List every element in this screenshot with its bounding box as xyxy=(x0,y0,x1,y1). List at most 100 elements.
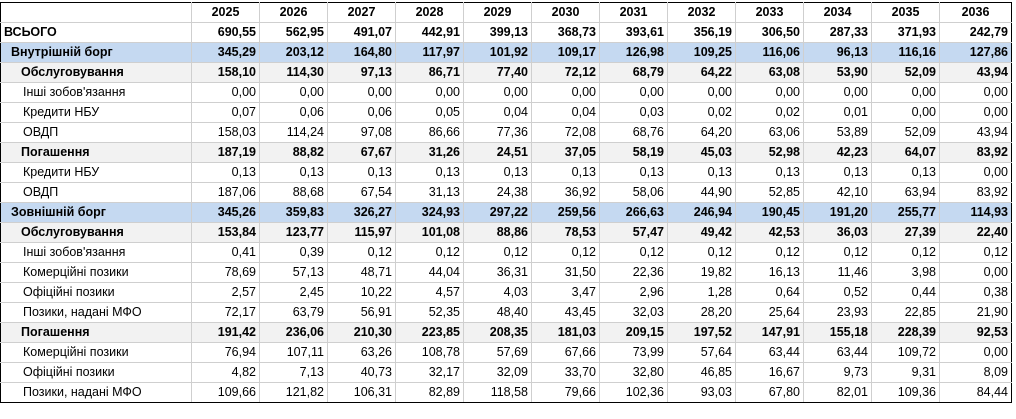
value-cell[interactable]: 22,40 xyxy=(939,222,1012,243)
value-cell[interactable]: 63,79 xyxy=(259,302,328,323)
value-cell[interactable]: 36,92 xyxy=(531,182,600,203)
value-cell[interactable]: 0,00 xyxy=(327,82,396,103)
value-cell[interactable]: 2,57 xyxy=(191,282,260,303)
value-cell[interactable]: 52,85 xyxy=(735,182,804,203)
value-cell[interactable]: 0,00 xyxy=(735,82,804,103)
value-cell[interactable]: 0,12 xyxy=(871,242,940,263)
value-cell[interactable]: 53,89 xyxy=(803,122,872,143)
value-cell[interactable]: 114,93 xyxy=(939,202,1012,223)
value-cell[interactable]: 32,03 xyxy=(599,302,668,323)
value-cell[interactable]: 7,13 xyxy=(259,362,328,383)
value-cell[interactable]: 121,82 xyxy=(259,382,328,403)
value-cell[interactable]: 236,06 xyxy=(259,322,328,343)
value-cell[interactable]: 52,98 xyxy=(735,142,804,163)
value-cell[interactable]: 0,07 xyxy=(191,102,260,123)
value-cell[interactable]: 158,10 xyxy=(191,62,260,83)
value-cell[interactable]: 42,23 xyxy=(803,142,872,163)
value-cell[interactable]: 147,91 xyxy=(735,322,804,343)
value-cell[interactable]: 44,90 xyxy=(667,182,736,203)
value-cell[interactable]: 0,00 xyxy=(259,82,328,103)
year-header-cell[interactable]: 2028 xyxy=(395,2,464,23)
value-cell[interactable]: 63,44 xyxy=(735,342,804,363)
value-cell[interactable]: 36,03 xyxy=(803,222,872,243)
value-cell[interactable]: 77,36 xyxy=(463,122,532,143)
value-cell[interactable]: 114,30 xyxy=(259,62,328,83)
value-cell[interactable]: 48,40 xyxy=(463,302,532,323)
value-cell[interactable]: 368,73 xyxy=(531,22,600,43)
value-cell[interactable]: 0,00 xyxy=(463,82,532,103)
value-cell[interactable]: 191,20 xyxy=(803,202,872,223)
value-cell[interactable]: 0,12 xyxy=(939,242,1012,263)
value-cell[interactable]: 32,17 xyxy=(395,362,464,383)
value-cell[interactable]: 63,94 xyxy=(871,182,940,203)
value-cell[interactable]: 92,53 xyxy=(939,322,1012,343)
value-cell[interactable]: 0,12 xyxy=(531,242,600,263)
value-cell[interactable]: 2,45 xyxy=(259,282,328,303)
year-header-cell[interactable]: 2032 xyxy=(667,2,736,23)
value-cell[interactable]: 0,00 xyxy=(871,82,940,103)
value-cell[interactable]: 43,45 xyxy=(531,302,600,323)
value-cell[interactable]: 27,39 xyxy=(871,222,940,243)
value-cell[interactable]: 109,25 xyxy=(667,42,736,63)
value-cell[interactable]: 97,13 xyxy=(327,62,396,83)
value-cell[interactable]: 0,00 xyxy=(599,82,668,103)
value-cell[interactable]: 33,70 xyxy=(531,362,600,383)
value-cell[interactable]: 0,02 xyxy=(667,102,736,123)
value-cell[interactable]: 4,57 xyxy=(395,282,464,303)
year-header-cell[interactable]: 2031 xyxy=(599,2,668,23)
row-label-cell[interactable]: Погашення xyxy=(0,322,192,343)
value-cell[interactable]: 8,09 xyxy=(939,362,1012,383)
value-cell[interactable]: 109,72 xyxy=(871,342,940,363)
value-cell[interactable]: 53,90 xyxy=(803,62,872,83)
value-cell[interactable]: 78,69 xyxy=(191,262,260,283)
value-cell[interactable]: 72,08 xyxy=(531,122,600,143)
value-cell[interactable]: 116,06 xyxy=(735,42,804,63)
value-cell[interactable]: 0,64 xyxy=(735,282,804,303)
year-header-cell[interactable]: 2035 xyxy=(871,2,940,23)
value-cell[interactable]: 72,17 xyxy=(191,302,260,323)
value-cell[interactable]: 0,00 xyxy=(939,342,1012,363)
value-cell[interactable]: 0,01 xyxy=(803,102,872,123)
value-cell[interactable]: 0,13 xyxy=(191,162,260,183)
value-cell[interactable]: 78,53 xyxy=(531,222,600,243)
value-cell[interactable]: 306,50 xyxy=(735,22,804,43)
value-cell[interactable]: 191,42 xyxy=(191,322,260,343)
year-header-cell[interactable]: 2036 xyxy=(939,2,1012,23)
row-label-cell[interactable]: Погашення xyxy=(0,142,192,163)
value-cell[interactable]: 31,13 xyxy=(395,182,464,203)
value-cell[interactable]: 109,66 xyxy=(191,382,260,403)
value-cell[interactable]: 345,29 xyxy=(191,42,260,63)
value-cell[interactable]: 4,03 xyxy=(463,282,532,303)
value-cell[interactable]: 86,71 xyxy=(395,62,464,83)
value-cell[interactable]: 242,79 xyxy=(939,22,1012,43)
value-cell[interactable]: 23,93 xyxy=(803,302,872,323)
value-cell[interactable]: 0,12 xyxy=(803,242,872,263)
value-cell[interactable]: 101,08 xyxy=(395,222,464,243)
value-cell[interactable]: 28,20 xyxy=(667,302,736,323)
value-cell[interactable]: 0,13 xyxy=(259,162,328,183)
value-cell[interactable]: 107,11 xyxy=(259,342,328,363)
value-cell[interactable]: 0,03 xyxy=(599,102,668,123)
value-cell[interactable]: 0,13 xyxy=(531,162,600,183)
value-cell[interactable]: 0,00 xyxy=(667,82,736,103)
row-label-cell[interactable]: Інші зобов'язання xyxy=(0,242,192,263)
value-cell[interactable]: 0,04 xyxy=(463,102,532,123)
year-header-cell[interactable]: 2030 xyxy=(531,2,600,23)
row-label-cell[interactable]: ОВДП xyxy=(0,182,192,203)
value-cell[interactable]: 24,38 xyxy=(463,182,532,203)
value-cell[interactable]: 0,13 xyxy=(327,162,396,183)
row-label-cell[interactable]: Офіційні позики xyxy=(0,362,192,383)
value-cell[interactable]: 259,56 xyxy=(531,202,600,223)
value-cell[interactable]: 24,51 xyxy=(463,142,532,163)
value-cell[interactable]: 0,00 xyxy=(191,82,260,103)
value-cell[interactable]: 36,31 xyxy=(463,262,532,283)
year-header-cell[interactable]: 2026 xyxy=(259,2,328,23)
row-label-cell[interactable]: Позики, надані МФО xyxy=(0,302,192,323)
row-label-cell[interactable]: Обслуговування xyxy=(0,222,192,243)
year-header-cell[interactable]: 2027 xyxy=(327,2,396,23)
value-cell[interactable]: 84,44 xyxy=(939,382,1012,403)
value-cell[interactable]: 16,13 xyxy=(735,262,804,283)
value-cell[interactable]: 0,13 xyxy=(871,162,940,183)
value-cell[interactable]: 0,00 xyxy=(395,82,464,103)
value-cell[interactable]: 209,15 xyxy=(599,322,668,343)
